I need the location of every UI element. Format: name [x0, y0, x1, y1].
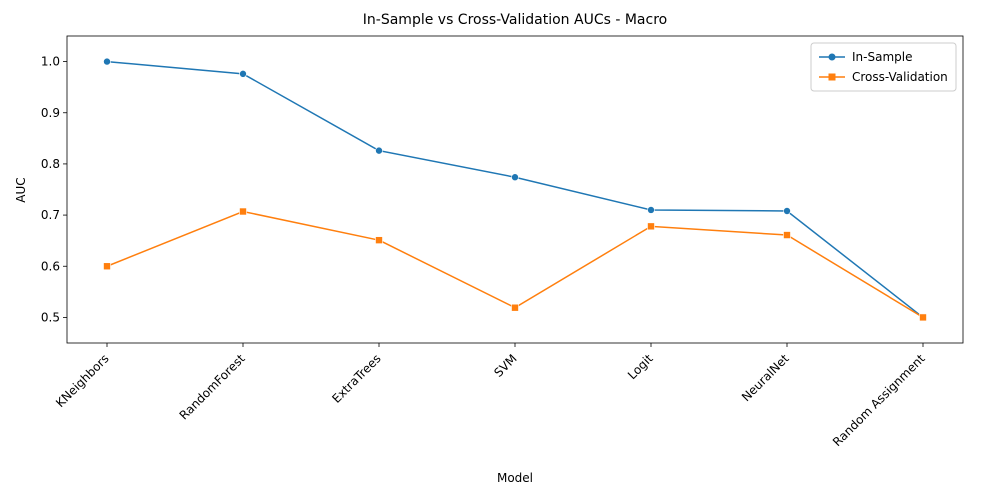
data-point: [375, 146, 383, 155]
data-point: [783, 207, 791, 215]
data-point: [375, 236, 383, 244]
series-line-0: [106, 60, 924, 319]
x-axis: KNeighbors RandomForest ExtraTrees SVM Logit…: [53, 343, 928, 449]
chart-title: In-Sample vs Cross-Validation AUCs - Mac…: [363, 12, 667, 28]
data-point: [239, 70, 247, 78]
x-tick-label: SVM: [491, 351, 519, 379]
x-tick-label: RandomForest: [177, 351, 248, 422]
data-point: [103, 57, 111, 66]
legend: In-Sample Cross-Validation: [810, 42, 957, 92]
y-tick-label: 0.5: [41, 310, 60, 324]
y-tick-label: 0.8: [41, 157, 60, 171]
x-tick-label: NeuralNet: [739, 351, 792, 404]
x-tick-label: ExtraTrees: [329, 351, 383, 405]
legend-marker: [828, 53, 836, 61]
data-point: [647, 206, 655, 214]
y-tick-label: 1.0: [41, 55, 60, 69]
legend-label: In-Sample: [852, 50, 912, 64]
data-point: [511, 173, 519, 182]
y-tick-label: 0.6: [41, 259, 60, 273]
y-axis-label: AUC: [14, 177, 28, 202]
legend-marker: [828, 73, 836, 81]
x-tick-label: KNeighbors: [53, 351, 112, 410]
x-tick-label: Random Assignment: [830, 351, 928, 449]
x-axis-label: Model: [497, 471, 533, 485]
legend-box: [810, 42, 957, 92]
data-point: [239, 207, 247, 216]
data-point: [919, 313, 927, 322]
series-layer: [103, 57, 927, 322]
y-axis: 0.5 0.6 0.7 0.8 0.9 1.0: [41, 55, 67, 324]
legend-label: Cross-Validation: [852, 70, 948, 84]
y-tick-label: 0.9: [41, 106, 60, 120]
series-line-1: [106, 210, 924, 319]
data-point: [647, 222, 655, 231]
data-point: [103, 262, 111, 271]
y-tick-label: 0.7: [41, 208, 60, 222]
data-point: [783, 231, 791, 239]
data-point: [511, 303, 519, 312]
x-tick-label: Logit: [625, 351, 656, 382]
